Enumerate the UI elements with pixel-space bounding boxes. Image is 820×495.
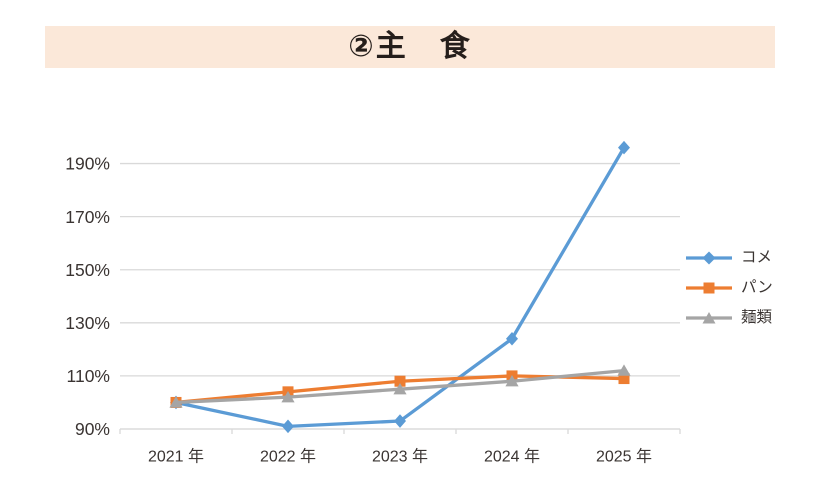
data-point-marker xyxy=(281,390,295,403)
x-axis-label: 2021 年 xyxy=(148,448,204,466)
y-axis-label: 90% xyxy=(75,419,110,439)
legend-label-rice: コメ xyxy=(741,249,773,267)
data-point-marker xyxy=(394,375,406,387)
rice-line-marker-icon xyxy=(686,251,732,265)
data-point-marker xyxy=(393,382,407,395)
legend: コメ パン 麺類 xyxy=(686,243,773,333)
x-axis-label: 2022 年 xyxy=(260,448,316,466)
data-point-marker xyxy=(617,364,631,376)
data-point-marker xyxy=(506,331,518,346)
data-point-marker xyxy=(505,375,519,387)
x-axis-label: 2025 年 xyxy=(596,448,652,466)
data-point-marker xyxy=(169,396,183,408)
y-axis-label: 130% xyxy=(65,313,110,333)
data-point-marker xyxy=(618,373,630,385)
legend-item-rice: コメ xyxy=(686,243,773,273)
legend-label-noodles: 麺類 xyxy=(741,309,773,327)
noodles-line-marker-icon xyxy=(686,312,732,324)
data-point-marker xyxy=(394,414,406,428)
y-axis-label: 110% xyxy=(67,366,110,386)
y-axis-label: 190% xyxy=(65,154,110,174)
legend-item-noodles: 麺類 xyxy=(686,303,773,333)
chart-title: ②主 食 xyxy=(348,30,472,63)
data-point-marker xyxy=(618,140,630,155)
y-axis-label: 170% xyxy=(65,207,110,227)
title-banner: ②主 食 xyxy=(45,26,775,68)
legend-item-bread: パン xyxy=(686,273,773,303)
x-axis-label: 2023 年 xyxy=(372,448,428,466)
data-point-marker xyxy=(282,419,294,434)
x-axis-label: 2024 年 xyxy=(484,448,540,466)
bread-line-marker-icon xyxy=(686,282,732,294)
legend-label-bread: パン xyxy=(741,279,773,297)
y-axis-label: 150% xyxy=(65,260,110,280)
